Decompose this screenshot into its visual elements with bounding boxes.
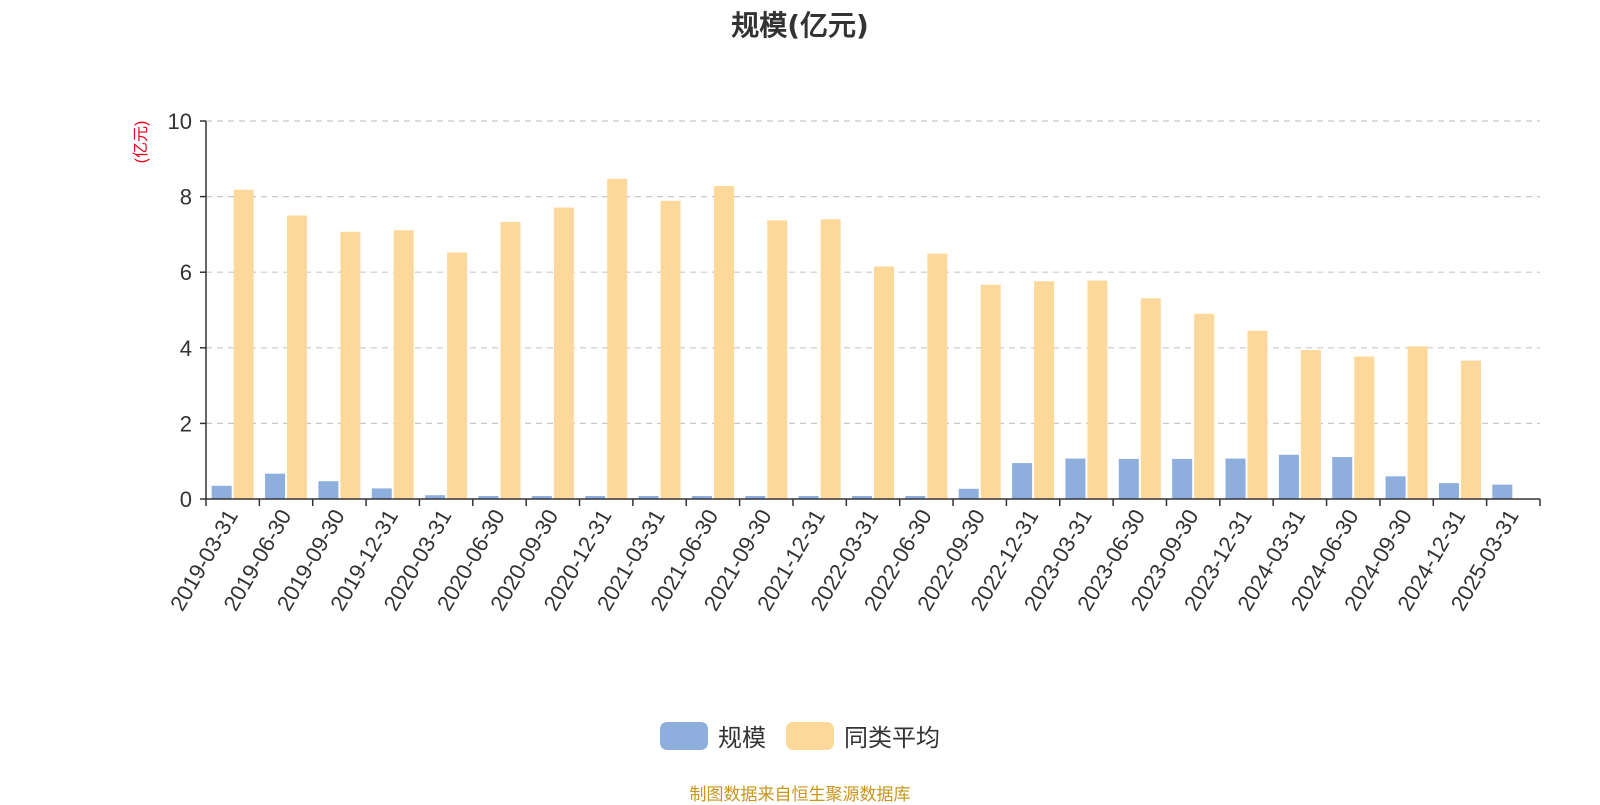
bar-series-1[interactable]: [393, 230, 414, 499]
bar-series-0[interactable]: [958, 488, 979, 499]
y-tick-label: 2: [180, 411, 192, 436]
bar-series-1[interactable]: [1034, 281, 1055, 499]
bar-series-0[interactable]: [211, 485, 232, 499]
bar-series-1[interactable]: [820, 219, 841, 499]
bar-series-1[interactable]: [927, 253, 948, 499]
bar-series-1[interactable]: [1194, 313, 1215, 499]
y-tick-label: 10: [168, 109, 192, 134]
bar-series-0[interactable]: [1118, 458, 1139, 499]
bar-series-1[interactable]: [1247, 330, 1268, 499]
bar-series-0[interactable]: [478, 495, 499, 499]
bar-series-1[interactable]: [1140, 298, 1161, 499]
chart-title: 规模(亿元): [731, 9, 869, 42]
bar-series-0[interactable]: [905, 495, 926, 499]
y-tick-label: 6: [180, 260, 192, 285]
bar-series-0[interactable]: [265, 473, 286, 499]
legend-item-series-1[interactable]: 同类平均: [786, 718, 940, 753]
bar-series-0[interactable]: [531, 495, 552, 499]
bar-series-1[interactable]: [287, 215, 308, 500]
bar-series-1[interactable]: [1354, 356, 1375, 499]
bar-series-0[interactable]: [691, 495, 712, 499]
legend-swatch-series-0: [660, 721, 708, 750]
bar-series-1[interactable]: [447, 252, 468, 499]
bar-series-0[interactable]: [1385, 476, 1406, 499]
bar-series-1[interactable]: [980, 284, 1001, 499]
legend-label-series-0: 规模: [718, 724, 766, 752]
bar-series-0[interactable]: [1278, 454, 1299, 499]
bar-series-1[interactable]: [500, 221, 521, 499]
y-tick-label: 0: [180, 487, 192, 512]
legend-item-series-0[interactable]: 规模: [660, 718, 766, 753]
y-tick-label: 8: [180, 185, 192, 210]
bar-series-1[interactable]: [874, 266, 894, 499]
y-axis-title: (亿元): [132, 121, 150, 164]
bar-series-1[interactable]: [233, 189, 254, 499]
bar-series-1[interactable]: [1087, 280, 1108, 499]
y-tick-label: 4: [180, 336, 192, 361]
legend-label-series-1: 同类平均: [844, 724, 940, 752]
data-source-note: 制图数据来自恒生聚源数据库: [689, 785, 911, 805]
bar-series-0[interactable]: [318, 481, 339, 499]
bar-series-0[interactable]: [638, 495, 659, 499]
bar-series-1[interactable]: [553, 207, 574, 499]
bar-series-1[interactable]: [1407, 346, 1428, 499]
bar-series-0[interactable]: [585, 495, 606, 499]
bar-series-1[interactable]: [660, 200, 681, 499]
bar-series-1[interactable]: [340, 231, 361, 499]
bar-series-1[interactable]: [767, 220, 788, 499]
bar-series-1[interactable]: [713, 186, 734, 500]
axes: 02468102019-03-312019-06-302019-09-30201…: [165, 109, 1541, 615]
bar-series-0[interactable]: [852, 495, 872, 499]
legend-swatch-series-1: [786, 721, 834, 750]
bar-series-1[interactable]: [1460, 360, 1481, 499]
bar-series-0[interactable]: [371, 488, 392, 499]
bar-series-1[interactable]: [1300, 350, 1321, 499]
bar-series-0[interactable]: [1225, 458, 1246, 499]
legend: 规模 同类平均: [0, 718, 1600, 753]
bar-series-0[interactable]: [1172, 458, 1193, 499]
bar-series-0[interactable]: [1438, 483, 1459, 499]
bar-series-0[interactable]: [1065, 458, 1086, 499]
bar-series-0[interactable]: [798, 495, 819, 499]
bar-series-0[interactable]: [1332, 457, 1353, 499]
bars: [211, 178, 1513, 500]
bar-series-1[interactable]: [607, 178, 628, 500]
bar-series-0[interactable]: [425, 495, 446, 499]
bar-series-0[interactable]: [1492, 484, 1513, 499]
bar-series-0[interactable]: [745, 495, 766, 499]
bar-series-0[interactable]: [1012, 463, 1033, 499]
